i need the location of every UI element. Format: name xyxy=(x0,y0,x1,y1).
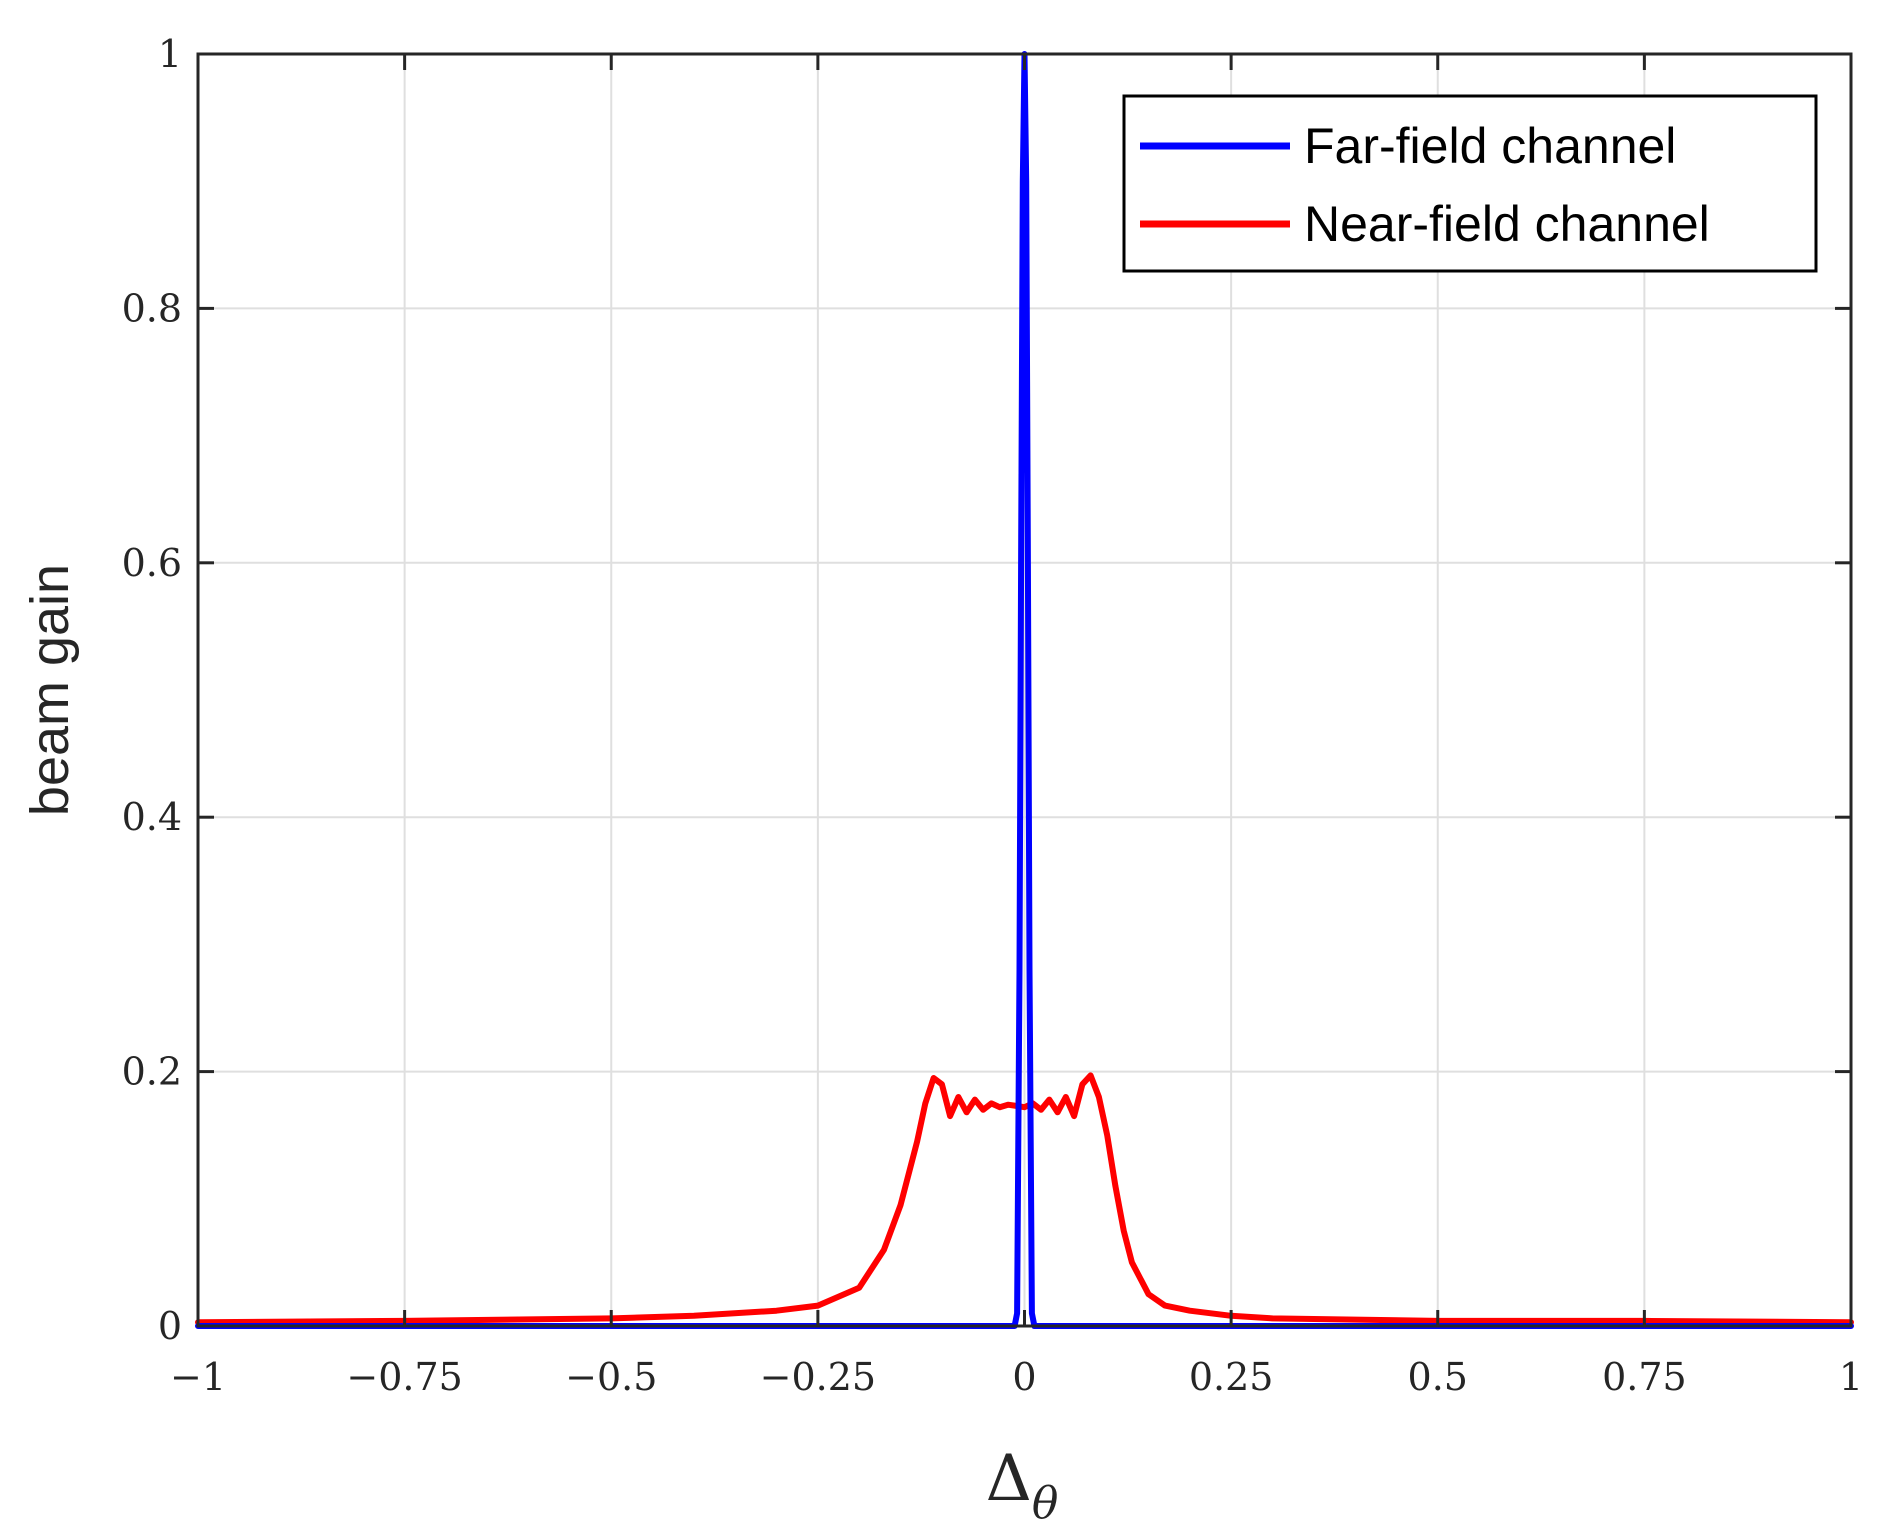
y-tick-label: 0.6 xyxy=(122,541,182,585)
x-tick-label: 1 xyxy=(1839,1355,1863,1399)
legend-label-far-field: Far-field channel xyxy=(1304,118,1676,174)
x-tick-label: −0.5 xyxy=(565,1355,657,1399)
legend-label-near-field: Near-field channel xyxy=(1304,196,1710,252)
legend-box xyxy=(1122,94,1818,273)
legend: Far-field channel Near-field channel xyxy=(1122,94,1818,273)
y-tick-label: 0.8 xyxy=(122,286,182,330)
x-axis-title: Δθ xyxy=(986,1442,1059,1529)
x-tick-label: 0 xyxy=(1012,1355,1036,1399)
x-axis-title-subscript: θ xyxy=(1032,1478,1059,1529)
y-tick-labels: 0 0.2 0.4 0.6 0.8 1 xyxy=(122,32,182,1348)
x-axis-title-main: Δ xyxy=(986,1442,1032,1516)
series-line-near-field xyxy=(195,1072,1854,1326)
y-tick-label: 1 xyxy=(158,32,182,76)
x-tick-labels: −1 −0.75 −0.5 −0.25 0 0.25 0.5 0.75 1 xyxy=(170,1355,1863,1399)
y-tick-label: 0.4 xyxy=(122,795,182,839)
y-tick-label: 0 xyxy=(158,1304,182,1348)
x-tick-label: −0.25 xyxy=(760,1355,876,1399)
x-tick-label: −1 xyxy=(170,1355,226,1399)
x-tick-label: 0.5 xyxy=(1408,1355,1468,1399)
y-tick-label: 0.2 xyxy=(122,1050,182,1094)
x-tick-label: 0.75 xyxy=(1602,1355,1687,1399)
y-axis-title: beam gain xyxy=(20,564,80,816)
tick-marks xyxy=(196,52,1853,1328)
x-tick-label: 0.25 xyxy=(1189,1355,1274,1399)
x-tick-label: −0.75 xyxy=(346,1355,462,1399)
